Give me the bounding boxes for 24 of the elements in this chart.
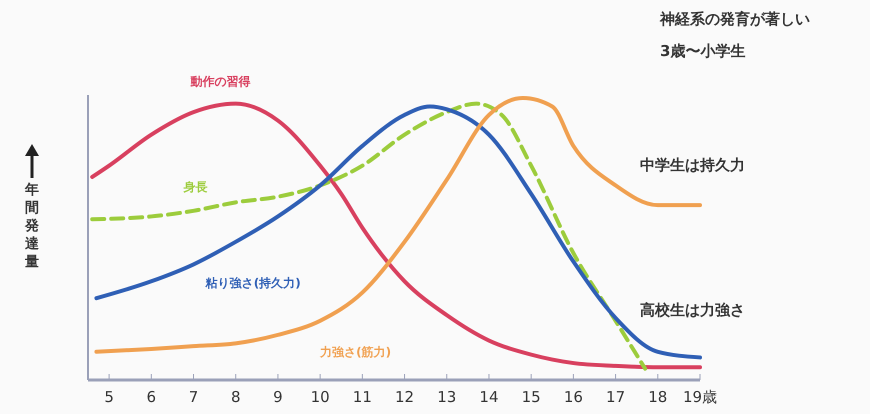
annotation: 高校生は力強さ — [640, 301, 745, 319]
x-tick-label: 8 — [230, 388, 240, 406]
x-tick-label: 14 — [479, 388, 499, 406]
x-tick-label: 12 — [395, 388, 414, 406]
x-tick-label: 17 — [606, 388, 626, 406]
annotation: 中学生は持久力 — [640, 156, 745, 174]
x-tick-label: 13 — [437, 388, 456, 406]
x-tick-label: 10 — [310, 388, 330, 406]
text: 神経系の発育が著しい — [659, 10, 810, 28]
x-tick-label: 19歳 — [682, 388, 718, 406]
x-tick-label: 6 — [146, 388, 156, 406]
y-axis-title: 年間発達量 — [24, 182, 40, 270]
x-tick-label: 9 — [273, 388, 283, 406]
x-tick-label: 18 — [648, 388, 668, 406]
series-label: 粘り強さ(持久力) — [204, 276, 301, 290]
x-tick-label: 11 — [352, 388, 372, 406]
text: 3歳〜小学生 — [660, 42, 746, 60]
x-tick-label: 5 — [104, 388, 114, 406]
x-tick-label: 16 — [564, 388, 583, 406]
series-label: 身長 — [182, 180, 208, 194]
series-label: 力強さ(筋力) — [319, 344, 392, 359]
series-label: 動作の習得 — [190, 74, 251, 89]
x-tick-label: 7 — [188, 388, 198, 406]
x-tick-label: 15 — [522, 388, 541, 406]
